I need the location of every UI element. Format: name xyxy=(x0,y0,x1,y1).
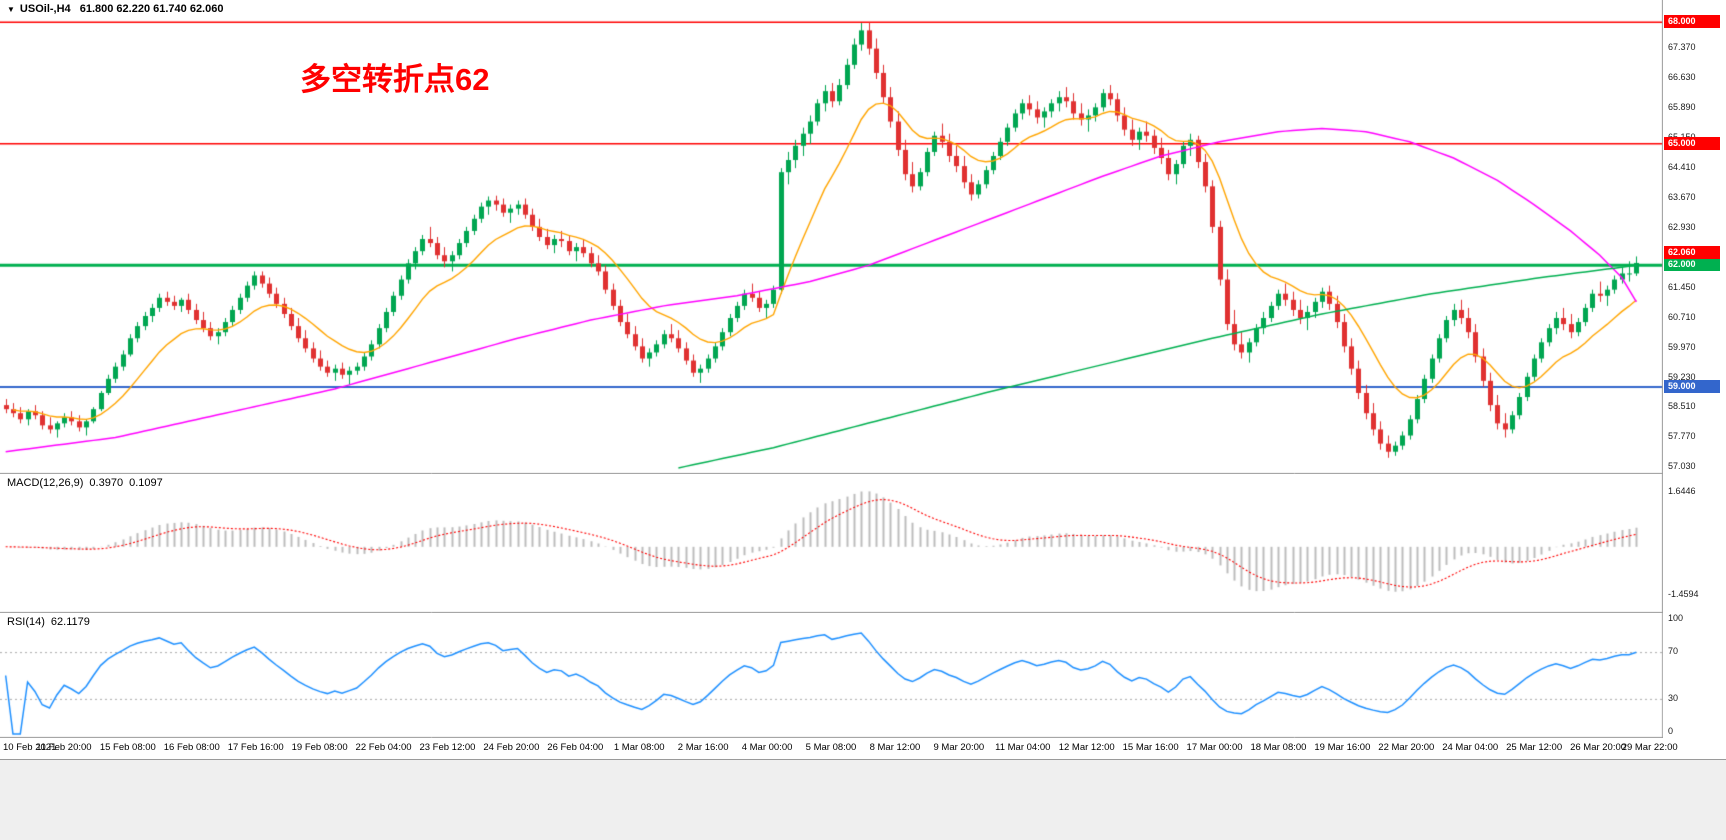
rsi-axis[interactable]: 100 70 30 0 xyxy=(1663,613,1726,738)
time-axis-label: 11 Mar 04:00 xyxy=(995,742,1051,753)
window-background xyxy=(0,760,1726,840)
time-axis-label: 22 Mar 20:00 xyxy=(1378,742,1435,753)
price-tick-label: 60.710 xyxy=(1668,311,1696,322)
price-panel: 67.370 66.630 65.890 65.150 64.410 63.670 62.9… xyxy=(0,0,1726,474)
price-tick-label: 59.230 xyxy=(1668,371,1696,382)
time-axis-label: 4 Mar 00:00 xyxy=(741,742,793,753)
time-axis-label: 19 Feb 08:00 xyxy=(291,742,348,753)
price-tick-label: 65.150 xyxy=(1668,132,1696,143)
price-tick-label: 57.770 xyxy=(1668,430,1696,441)
macd-axis-label: 1.6446 xyxy=(1668,486,1696,497)
price-chart-canvas[interactable] xyxy=(0,0,1726,474)
symbol-info: ▼ USOil-,H4 61.800 62.220 61.740 62.060 xyxy=(7,3,223,15)
price-line-tag: 59.000 xyxy=(1664,379,1720,393)
symbol-title: USOil-,H4 xyxy=(19,3,71,15)
price-tick-label: 64.410 xyxy=(1668,161,1696,172)
time-axis-label: 23 Feb 12:00 xyxy=(419,742,476,753)
rsi-chart-canvas[interactable] xyxy=(0,613,1726,738)
macd-indicator-label: MACD(12,26,9) 0.3970 0.1097 xyxy=(7,477,163,489)
price-tick-label: 59.970 xyxy=(1668,341,1696,352)
time-axis-label: 22 Feb 04:00 xyxy=(355,742,412,753)
rsi-axis-label: 100 xyxy=(1668,613,1684,623)
rsi-indicator-label: RSI(14) 62.1179 xyxy=(7,616,90,628)
price-tick-label: 65.890 xyxy=(1668,101,1696,112)
time-axis-label: 18 Mar 08:00 xyxy=(1250,742,1307,753)
price-tick-label: 63.670 xyxy=(1668,191,1696,202)
time-axis-label: 29 Mar 22:00 xyxy=(1621,742,1678,753)
time-axis-label: 24 Feb 20:00 xyxy=(483,742,540,753)
rsi-axis-label: 70 xyxy=(1668,646,1679,657)
time-axis-label: 15 Mar 16:00 xyxy=(1122,742,1179,753)
time-axis-label: 15 Feb 08:00 xyxy=(99,742,156,753)
macd-axis[interactable]: 1.6446 -1.4594 xyxy=(1663,474,1726,613)
price-tick-label: 62.930 xyxy=(1668,221,1696,232)
rsi-value: 62.1179 xyxy=(50,616,90,628)
time-axis[interactable]: 10 Feb 2021 11 Feb 20:00 15 Feb 08:00 16 Fe… xyxy=(0,738,1726,760)
ohlc-values: 61.800 62.220 61.740 62.060 xyxy=(79,3,224,15)
rsi-axis-label: 30 xyxy=(1668,692,1679,703)
macd-main-value: 0.3970 xyxy=(89,477,124,489)
dropdown-icon[interactable]: ▼ xyxy=(7,5,15,14)
rsi-axis-label: 0 xyxy=(1668,726,1674,736)
time-axis-label: 9 Mar 20:00 xyxy=(933,742,985,753)
rsi-name: RSI(14) xyxy=(7,616,45,628)
time-axis-label: 1 Mar 08:00 xyxy=(613,742,665,753)
macd-chart-canvas[interactable] xyxy=(0,474,1726,613)
macd-panel: 1.6446 -1.4594 MACD(12,26,9) 0.3970 0.1097 xyxy=(0,474,1726,613)
price-tick-label: 61.450 xyxy=(1668,281,1696,292)
macd-axis-label: -1.4594 xyxy=(1668,589,1699,600)
time-axis-label: 17 Mar 00:00 xyxy=(1186,742,1243,753)
price-line-tag: 68.000 xyxy=(1664,15,1720,29)
time-axis-label: 5 Mar 08:00 xyxy=(805,742,857,753)
time-axis-label: 26 Feb 04:00 xyxy=(547,742,604,753)
price-tick-label: 58.510 xyxy=(1668,400,1696,411)
time-axis-label: 25 Mar 12:00 xyxy=(1506,742,1563,753)
price-tick-label: 66.630 xyxy=(1668,71,1696,82)
annotation-text[interactable]: 多空转折点62 xyxy=(300,62,490,97)
price-axis[interactable]: 67.370 66.630 65.890 65.150 64.410 63.670 62.9… xyxy=(1663,0,1726,474)
time-axis-label: 17 Feb 16:00 xyxy=(227,742,284,753)
time-axis-label: 11 Feb 20:00 xyxy=(36,742,92,753)
price-tick-label: 67.370 xyxy=(1668,41,1696,52)
time-axis-label: 26 Mar 20:00 xyxy=(1570,742,1627,753)
time-axis-label: 16 Feb 08:00 xyxy=(163,742,220,753)
current-price-tag: 62.060 xyxy=(1664,245,1720,259)
rsi-panel: 100 70 30 0 RSI(14) 62.1179 xyxy=(0,613,1726,738)
time-axis-label: 10 Feb 2021 xyxy=(3,742,57,753)
price-line-tag: 62.000 xyxy=(1664,258,1720,272)
price-line-tag: 65.000 xyxy=(1664,136,1720,150)
macd-name: MACD(12,26,9) xyxy=(7,477,84,489)
time-axis-label: 19 Mar 16:00 xyxy=(1314,742,1371,753)
time-axis-label: 8 Mar 12:00 xyxy=(869,742,921,753)
macd-signal-value: 0.1097 xyxy=(129,477,163,489)
price-tick-label: 57.030 xyxy=(1668,460,1696,471)
time-axis-label: 2 Mar 16:00 xyxy=(677,742,729,753)
time-axis-label: 12 Mar 12:00 xyxy=(1058,742,1115,753)
time-axis-label: 24 Mar 04:00 xyxy=(1442,742,1499,753)
